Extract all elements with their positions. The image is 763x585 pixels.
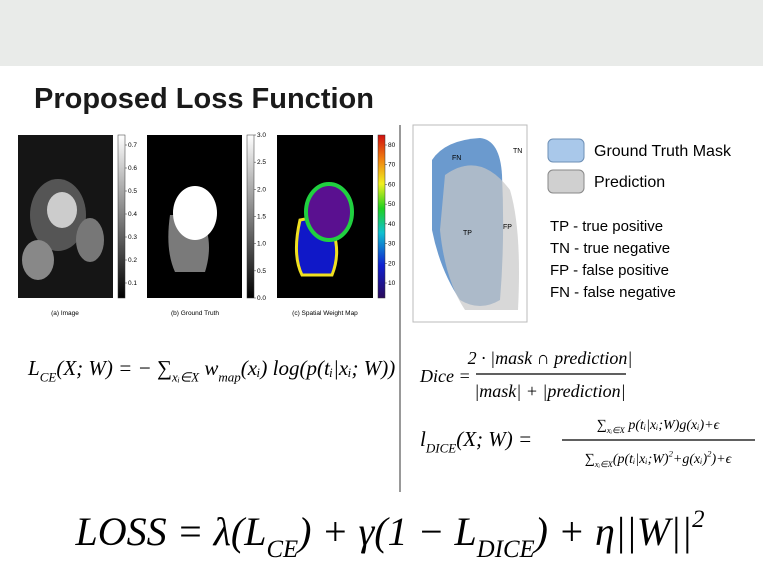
formula-part: ∑ [585,452,595,467]
formula-part: (X; W) = [456,427,532,451]
image-c [277,135,373,298]
formula-part: 2 [692,506,704,533]
colorbar-label: 50 [388,201,396,208]
formula-part: CE [40,369,57,384]
colorbar-label: 1.5 [257,214,266,221]
formula-part: (p(tᵢ|xᵢ;W) [613,452,669,467]
formula-part: xᵢ∈X [606,425,626,435]
legend-swatch [548,170,584,193]
colorbar-label: 0.5 [128,188,137,195]
colorbar-label: 10 [388,280,396,287]
colorbar-label: 0.4 [128,211,137,218]
colorbar-label: 1.0 [257,241,266,248]
figure-caption: (b) Ground Truth [171,310,219,317]
colorbar-label: 40 [388,221,396,228]
formula-part: (X; W) = − ∑ [56,356,172,380]
colorbar-label: 3.0 [257,132,266,139]
formula-part: w [199,356,218,380]
colorbar [378,135,385,298]
colorbar-label: 0.2 [128,257,137,264]
image-a [18,135,113,298]
definition: TP - true positive [550,218,663,235]
slide-title: Proposed Loss Function [34,83,374,115]
formula-part: 2 · |mask ∩ prediction| [468,348,633,368]
definition: FN - false negative [550,284,676,301]
region-label: TN [513,148,522,155]
dice-numerator: 2 · |mask ∩ prediction| [468,348,633,368]
colorbar [118,135,125,298]
figure-caption: (c) Spatial Weight Map [292,310,358,317]
dice-lhs: Dice = [419,366,471,386]
figure-caption: (a) Image [51,310,79,317]
header-band [0,0,763,66]
formula-part: xᵢ∈X [594,459,614,469]
colorbar-label: 0.3 [128,234,137,241]
formula-part: (xᵢ) log(p(tᵢ|xᵢ; W)) [241,356,396,380]
region-label: FP [503,224,512,231]
formula-part: DICE [425,440,456,455]
formula-part: L [27,356,40,380]
colorbar-label: 70 [388,162,396,169]
colorbar [247,135,254,298]
dice-denominator: |mask| + |prediction| [474,381,625,401]
colorbar-label: 0.6 [128,165,137,172]
slide: Proposed Loss Function (a) Image 0.7 0.6 0.… [0,0,763,585]
colorbar-label: 20 [388,260,396,267]
formula-part: map [218,369,241,384]
formula-part: ) + γ(1 − L [296,509,477,554]
formula-part: |mask| + |prediction| [474,381,625,401]
colorbar-label: 0.0 [257,295,266,302]
formula-part: +g(xᵢ) [673,452,708,467]
colorbar-label: 60 [388,181,396,188]
colorbar-label: 0.7 [128,142,137,149]
legend-label: Prediction [594,174,665,191]
definition: TN - true negative [550,240,670,257]
formula-part: )+ϵ [710,452,732,467]
legend-swatch [548,139,584,162]
colorbar-label: 0.1 [128,280,137,287]
colorbar-label: 0.5 [257,268,266,275]
formula-part: LOSS = λ(L [74,509,266,554]
colorbar-label: 2.5 [257,159,266,166]
image-b [147,135,242,298]
colorbar-label: 80 [388,142,396,149]
formula-part: DICE [476,536,535,563]
colorbar-label: 30 [388,241,396,248]
formula-part: xᵢ∈X [171,369,200,384]
colorbar-label: 2.0 [257,186,266,193]
region-label: FN [452,155,461,162]
region-label: TP [463,230,472,237]
formula-part: ) + η||W|| [533,509,692,554]
formula-part: CE [266,536,298,563]
legend-label: Ground Truth Mask [594,143,732,160]
formula-part: Dice = [419,366,471,386]
formula-part: p(tᵢ|xᵢ;W)g(xᵢ)+ϵ [625,418,721,433]
definition: FP - false positive [550,262,669,279]
formula-part: ∑ [597,418,607,433]
